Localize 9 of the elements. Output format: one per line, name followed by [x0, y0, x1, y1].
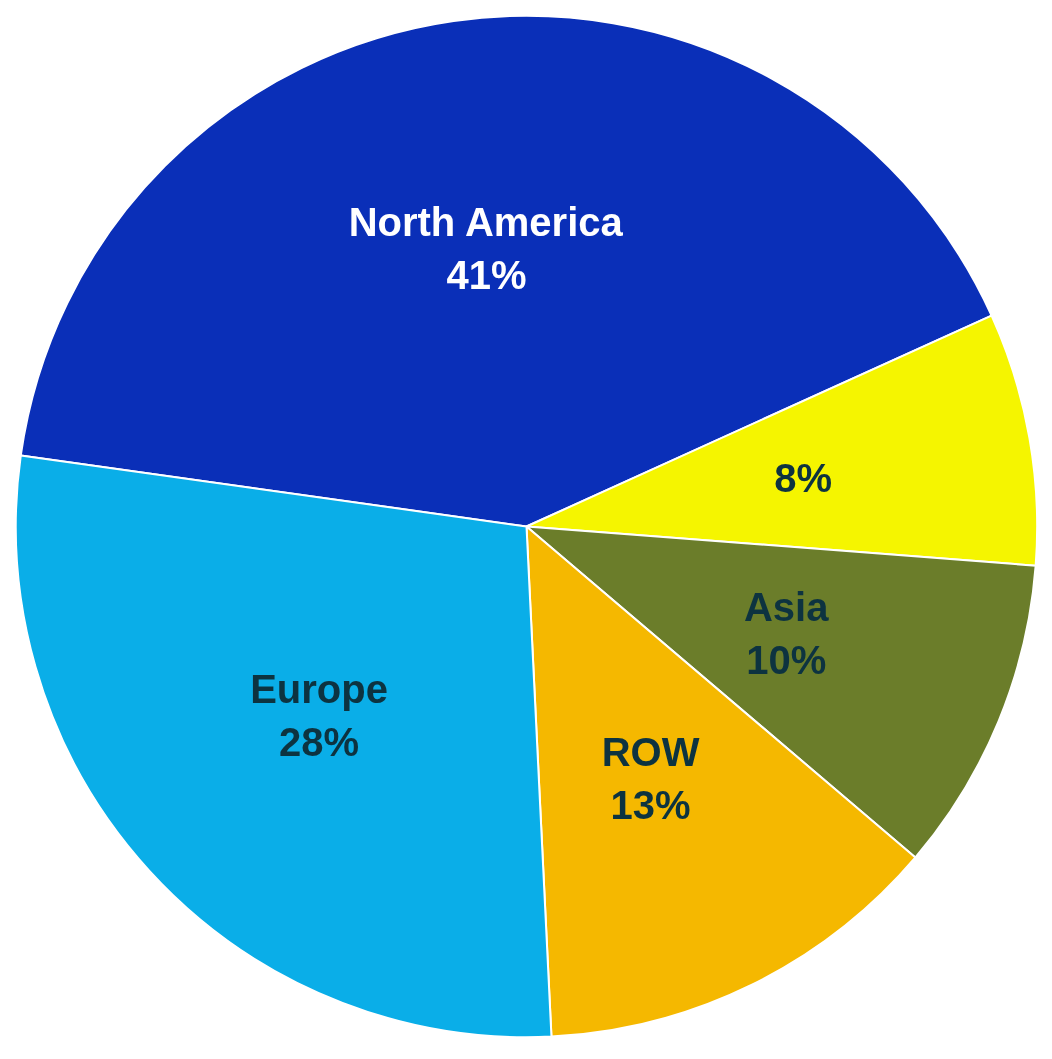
data-label: 28%: [279, 720, 360, 765]
data-label: 8%: [774, 455, 833, 500]
data-label: 13%: [610, 782, 691, 827]
slice-label: North America: [348, 200, 624, 245]
data-label: 41%: [446, 252, 527, 297]
data-label: 10%: [746, 637, 827, 682]
slice-label: Europe: [250, 667, 388, 712]
slice-label: Asia: [743, 585, 830, 630]
slice-label: ROW: [601, 730, 700, 775]
